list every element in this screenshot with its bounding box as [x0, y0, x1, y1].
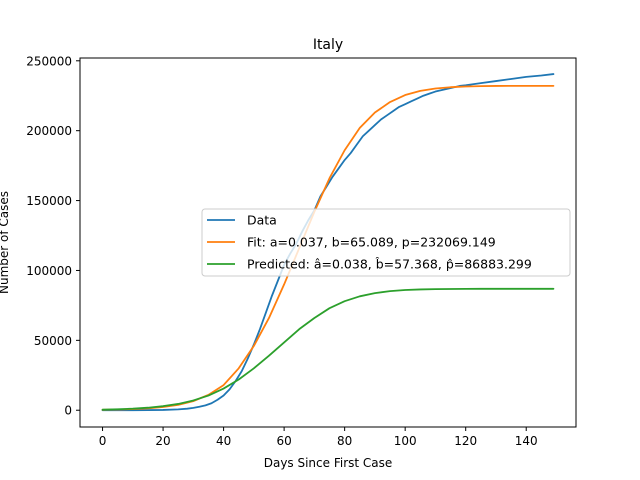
legend-label-2: Predicted: â=0.038, b̂=57.368, p̂=86883.…	[247, 257, 532, 272]
x-tick-label: 0	[99, 434, 107, 448]
x-axis: 0 20 40 60 80 100 120 140	[99, 427, 538, 448]
series-line-0	[101, 73, 555, 412]
y-axis-label: Number of Cases	[0, 191, 11, 294]
chart-title: Italy	[313, 37, 343, 53]
y-tick-label: 150000	[26, 194, 72, 208]
x-tick-label: 140	[515, 434, 538, 448]
x-tick-label: 100	[394, 434, 417, 448]
x-tick-label: 40	[216, 434, 231, 448]
x-tick-label: 80	[337, 434, 352, 448]
x-tick-label: 60	[276, 434, 291, 448]
series-line-2	[101, 287, 555, 411]
y-axis: 0 50000 100000 150000 200000 250000	[26, 54, 80, 418]
series-layer	[101, 73, 555, 412]
series-line-1	[101, 84, 555, 411]
x-tick-label: 120	[454, 434, 477, 448]
y-tick-label: 200000	[26, 124, 72, 138]
legend-box	[201, 208, 571, 277]
y-tick-label: 250000	[26, 54, 72, 68]
legend-label-0: Data	[247, 213, 277, 228]
x-tick-label: 20	[155, 434, 170, 448]
y-tick-label: 100000	[26, 264, 72, 278]
x-axis-label: Days Since First Case	[264, 456, 393, 470]
y-tick-label: 0	[64, 404, 72, 418]
legend: Data Fit: a=0.037, b=65.089, p=232069.149…	[201, 208, 571, 277]
plot-frame	[79, 57, 577, 428]
legend-label-1: Fit: a=0.037, b=65.089, p=232069.149	[247, 235, 496, 250]
y-tick-label: 50000	[34, 334, 72, 348]
